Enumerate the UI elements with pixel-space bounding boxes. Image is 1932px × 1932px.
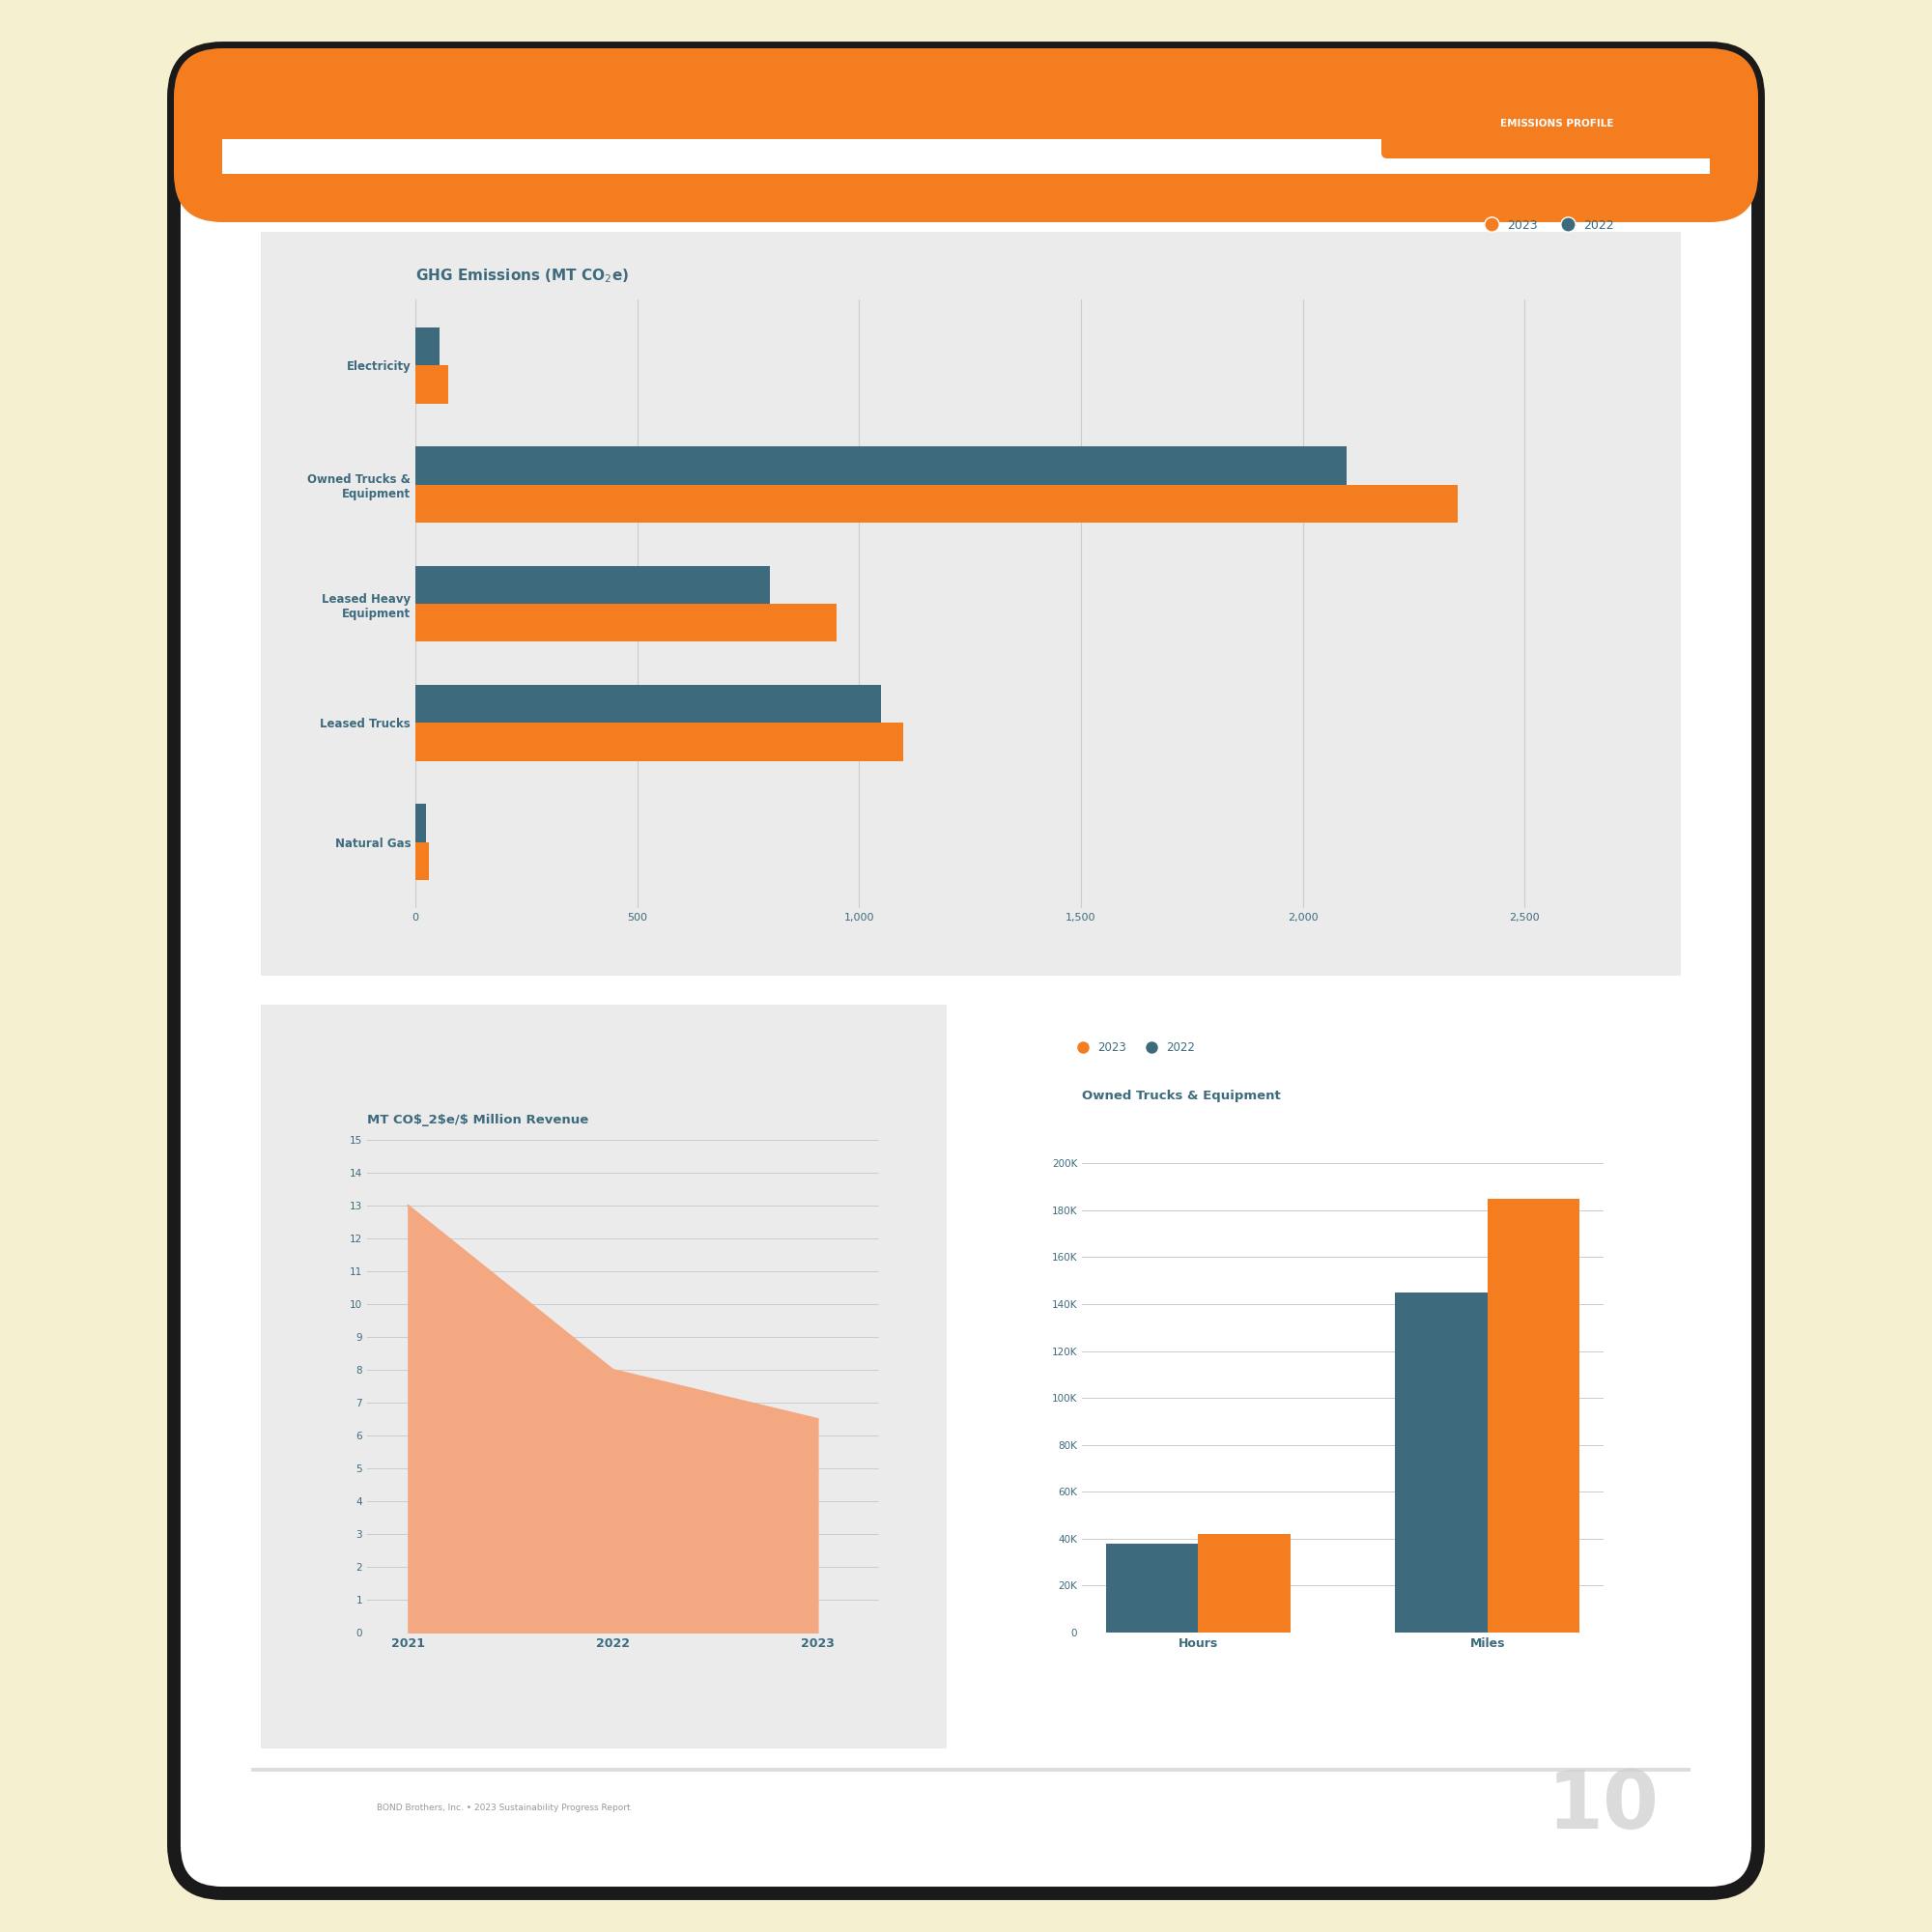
- Text: 10: 10: [1548, 1768, 1660, 1845]
- Bar: [222, 97, 1710, 147]
- Legend: 2023, 2022: 2023, 2022: [1066, 1037, 1200, 1059]
- Bar: [261, 1005, 947, 1748]
- Bar: [966, 1005, 1681, 1748]
- Bar: [415, 842, 429, 881]
- Bar: [415, 485, 1459, 524]
- Bar: [415, 684, 881, 723]
- Text: MT CO$_2$e/$ Million Revenue: MT CO$_2$e/$ Million Revenue: [367, 1115, 589, 1126]
- Text: EMISSIONS PROFILE: EMISSIONS PROFILE: [1501, 120, 1613, 128]
- FancyBboxPatch shape: [174, 48, 1758, 1893]
- Bar: [261, 232, 1681, 976]
- Bar: [415, 327, 440, 365]
- Bar: [415, 446, 1347, 485]
- Bar: [1198, 1534, 1291, 1633]
- Text: Owned Trucks & Equipment: Owned Trucks & Equipment: [1082, 1090, 1281, 1103]
- Text: GHG Emissions (MT CO$_2$e): GHG Emissions (MT CO$_2$e): [415, 267, 630, 286]
- Legend: 2023, 2022: 2023, 2022: [1474, 214, 1619, 236]
- Bar: [1488, 1198, 1580, 1633]
- Bar: [1395, 1293, 1488, 1633]
- Bar: [415, 723, 904, 761]
- Bar: [415, 566, 771, 605]
- Bar: [222, 139, 1710, 174]
- Bar: [1105, 1544, 1198, 1633]
- FancyBboxPatch shape: [1381, 89, 1731, 158]
- Bar: [251, 1768, 1690, 1772]
- Bar: [415, 605, 837, 641]
- Bar: [415, 804, 427, 842]
- Text: BOND Brothers, Inc. • 2023 Sustainability Progress Report: BOND Brothers, Inc. • 2023 Sustainabilit…: [377, 1804, 630, 1812]
- Bar: [415, 365, 448, 404]
- Text: EMISSIONS PROFILE TRENDS: EMISSIONS PROFILE TRENDS: [377, 199, 657, 214]
- FancyBboxPatch shape: [174, 48, 1758, 222]
